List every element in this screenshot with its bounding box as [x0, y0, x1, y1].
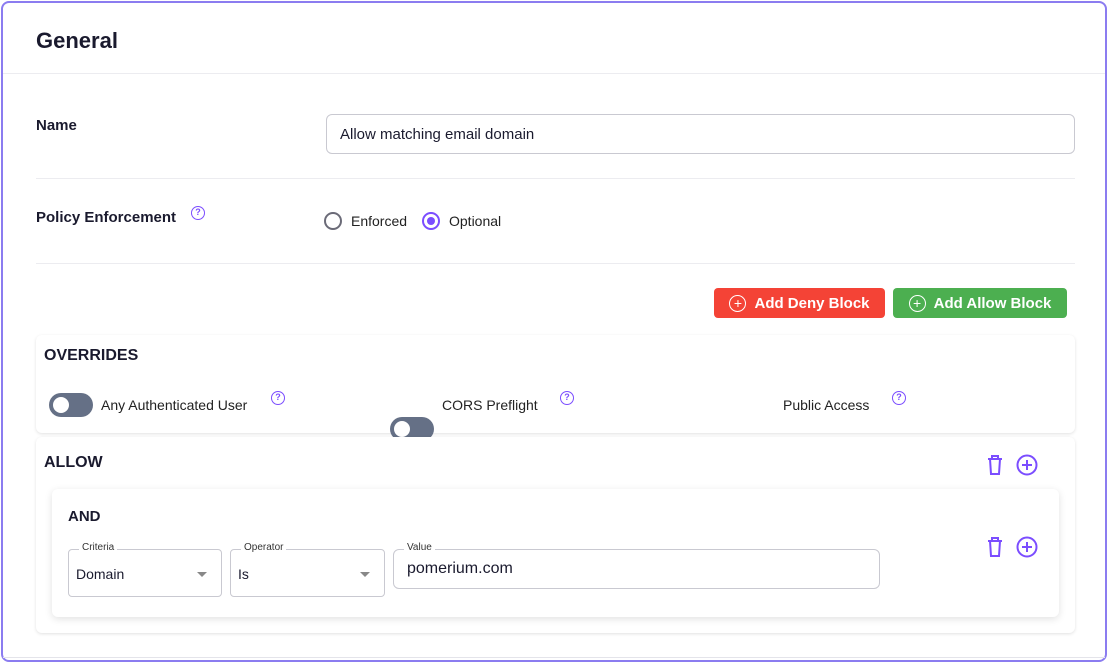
- allow-title: ALLOW: [44, 454, 103, 471]
- radio-enforced[interactable]: Enforced: [324, 212, 407, 230]
- radio-circle-selected[interactable]: [422, 212, 440, 230]
- overrides-card: [36, 335, 1075, 433]
- value-text: pomerium.com: [407, 560, 513, 577]
- radio-circle[interactable]: [324, 212, 342, 230]
- value-label: Value: [404, 542, 435, 553]
- divider: [3, 73, 1105, 74]
- question-circle-icon[interactable]: ?: [560, 391, 574, 405]
- question-circle-icon[interactable]: ?: [191, 206, 205, 220]
- button-label: Add Allow Block: [933, 294, 1052, 312]
- plus-circle-icon[interactable]: [1016, 454, 1038, 476]
- caret-down-icon: [197, 572, 207, 577]
- add-allow-block-button[interactable]: + Add Allow Block: [893, 288, 1067, 318]
- criteria-label: Criteria: [79, 542, 118, 553]
- policy-enforcement-text: Policy Enforcement: [36, 209, 177, 226]
- divider: [36, 178, 1075, 179]
- question-circle-icon[interactable]: ?: [271, 391, 285, 405]
- policy-enforcement-label: Policy Enforcement: [36, 209, 176, 226]
- toggle-label: Any Authenticated User: [101, 397, 248, 413]
- operator-label: Operator: [241, 542, 287, 553]
- trash-icon[interactable]: [985, 454, 1005, 476]
- button-label: Add Deny Block: [754, 294, 870, 312]
- plus-circle-icon[interactable]: [1016, 536, 1038, 558]
- divider: [3, 657, 1105, 658]
- add-deny-block-button[interactable]: + Add Deny Block: [714, 288, 885, 318]
- plus-circle-icon: +: [908, 294, 926, 312]
- radio-label: Enforced: [351, 213, 408, 229]
- criteria-value: Domain: [76, 566, 125, 582]
- radio-label: Optional: [449, 213, 502, 229]
- question-circle-icon[interactable]: ?: [892, 391, 906, 405]
- name-input[interactable]: Allow matching email domain: [326, 114, 1075, 154]
- radio-optional[interactable]: Optional: [422, 212, 501, 230]
- operator-value: Is: [238, 566, 249, 582]
- toggle-label: CORS Preflight: [442, 397, 538, 413]
- name-label: Name: [36, 117, 77, 134]
- caret-down-icon: [360, 572, 370, 577]
- operator-select[interactable]: Operator Is: [230, 542, 385, 597]
- toggle-any-authenticated-user[interactable]: [49, 393, 93, 417]
- plus-circle-icon: +: [729, 294, 747, 312]
- overrides-title: OVERRIDES: [44, 347, 139, 364]
- and-title: AND: [68, 508, 101, 525]
- trash-icon[interactable]: [985, 536, 1005, 558]
- divider: [36, 263, 1075, 264]
- value-input[interactable]: Value pomerium.com: [393, 542, 880, 589]
- page-title: General: [36, 28, 118, 53]
- criteria-select[interactable]: Criteria Domain: [68, 542, 222, 597]
- toggle-label: Public Access: [783, 397, 870, 413]
